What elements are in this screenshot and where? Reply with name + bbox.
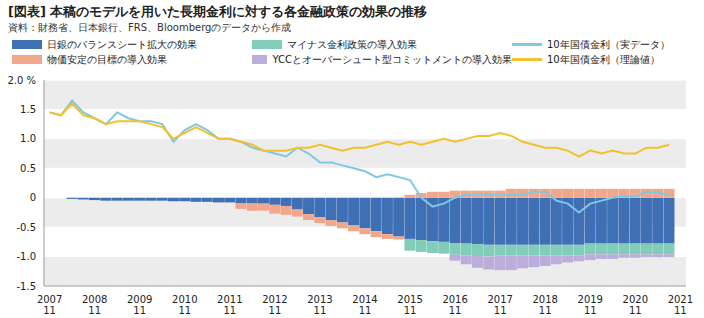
svg-text:201211: 201211 — [262, 294, 287, 316]
html-text:マイナス金利政策の導入効果: マイナス金利政策の導入効果 — [287, 38, 417, 50]
svg-text:1.5: 1.5 — [20, 104, 36, 115]
svg-text:202011: 202011 — [623, 294, 648, 316]
svg-text:0.5: 0.5 — [20, 163, 36, 174]
svg-text:-0.5: -0.5 — [16, 222, 36, 233]
html-text:[図表] 本稿のモデルを用いた長期金利に対する各金融政策の効: [図表] 本稿のモデルを用いた長期金利に対する各金融政策の効果の推移 — [8, 4, 428, 19]
html-text:物価安定の目標の導入効果: 物価安定の目標の導入効果 — [47, 53, 167, 65]
svg-text:200911: 200911 — [127, 294, 152, 316]
svg-text:202111: 202111 — [668, 294, 693, 316]
svg-text:2.0 %: 2.0 % — [8, 75, 36, 86]
svg-text:201911: 201911 — [578, 294, 603, 316]
svg-text:-1.0: -1.0 — [16, 251, 36, 262]
svg-text:0: 0 — [30, 192, 36, 203]
svg-text:201311: 201311 — [307, 294, 332, 316]
html-text:10年国債金利（理論値）: 10年国債金利（理論値） — [547, 53, 660, 65]
html-text:10年国債金利（実データ）: 10年国債金利（実データ） — [547, 38, 670, 50]
svg-text:201411: 201411 — [352, 294, 377, 316]
svg-text:201811: 201811 — [532, 294, 557, 316]
html-text:資料：財務省、日本銀行、FRS、Bloombergのデータか: 資料：財務省、日本銀行、FRS、Bloombergのデータから作成 — [8, 22, 292, 33]
svg-text:201511: 201511 — [397, 294, 422, 316]
svg-text:201711: 201711 — [487, 294, 512, 316]
svg-text:200811: 200811 — [82, 294, 107, 316]
svg-text:201111: 201111 — [217, 294, 242, 316]
svg-text:200711: 200711 — [37, 294, 62, 316]
svg-text:201611: 201611 — [442, 294, 467, 316]
html-text:YCCとオーバーシュート型コミットメントの導入効果: YCCとオーバーシュート型コミットメントの導入効果 — [272, 53, 512, 65]
svg-text:-1.5: -1.5 — [16, 281, 36, 292]
svg-text:201011: 201011 — [172, 294, 197, 316]
svg-text:1.0: 1.0 — [20, 133, 36, 144]
html-text:日銀のバランスシート拡大の効果: 日銀のバランスシート拡大の効果 — [47, 38, 197, 50]
